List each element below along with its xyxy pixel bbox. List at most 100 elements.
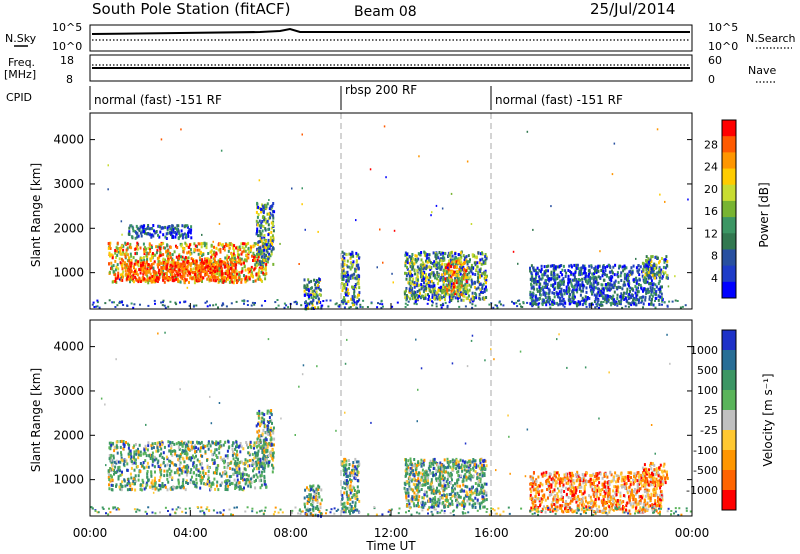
data-cell (429, 298, 432, 302)
data-cell (165, 271, 168, 275)
data-cell (616, 304, 619, 307)
data-cell (564, 274, 567, 278)
data-cell (187, 234, 190, 238)
data-cell (619, 295, 622, 298)
data-cell (226, 479, 229, 482)
data-cell (132, 479, 135, 483)
data-cell (663, 258, 666, 262)
data-cell (192, 305, 195, 308)
data-cell (121, 252, 124, 256)
data-cell (256, 463, 258, 467)
data-cell (404, 306, 407, 308)
data-cell (264, 483, 267, 487)
data-cell (666, 264, 669, 268)
data-cell (168, 459, 170, 463)
data-cell (306, 306, 308, 310)
station-title: South Pole Station (fitACF) (92, 0, 290, 18)
data-cell (173, 486, 176, 490)
data-cell (423, 253, 426, 257)
data-cell (246, 443, 249, 447)
data-cell (109, 253, 112, 257)
data-cell (158, 273, 161, 276)
data-cell (474, 273, 477, 276)
data-cell (627, 302, 630, 304)
data-cell (269, 216, 272, 220)
data-cell (267, 433, 270, 436)
data-cell (261, 268, 263, 272)
data-cell (561, 299, 564, 303)
data-cell (259, 246, 262, 250)
data-cell (222, 260, 225, 264)
data-cell (194, 262, 197, 266)
data-cell (236, 474, 239, 478)
data-cell (344, 271, 347, 275)
data-cell (607, 298, 610, 302)
data-cell (213, 275, 216, 278)
data-cell (135, 245, 138, 248)
data-cell (219, 440, 222, 444)
data-cell (130, 258, 133, 262)
data-cell (136, 235, 139, 239)
data-cell (124, 484, 127, 488)
data-cell (151, 246, 153, 249)
data-cell (138, 268, 141, 272)
data-cell (130, 488, 132, 492)
data-cell (475, 293, 478, 297)
data-cell (582, 286, 585, 290)
data-cell (588, 306, 591, 308)
data-cell (343, 274, 346, 278)
data-cell (260, 474, 263, 478)
data-cell (550, 277, 553, 281)
data-cell (265, 485, 268, 489)
data-cell (118, 257, 121, 261)
data-cell (245, 242, 248, 246)
data-cell (231, 280, 234, 284)
data-cell (239, 248, 242, 252)
data-cell (542, 288, 545, 292)
data-cell (122, 440, 125, 443)
data-cell (592, 284, 595, 288)
data-cell (225, 305, 228, 308)
data-cell (431, 304, 434, 307)
data-cell (449, 262, 452, 266)
data-cell (531, 298, 534, 302)
data-cell (153, 455, 156, 459)
data-cell (557, 282, 560, 285)
data-cell (660, 296, 663, 300)
data-cell (158, 441, 161, 445)
data-cell (256, 430, 259, 434)
data-cell (122, 462, 125, 466)
data-cell (460, 284, 463, 288)
data-cell (422, 290, 425, 294)
data-cell (436, 253, 439, 257)
data-cell (595, 276, 598, 280)
data-cell (433, 289, 435, 293)
data-cell (180, 244, 183, 248)
data-cell (197, 267, 200, 271)
data-cell (448, 295, 451, 299)
data-cell (628, 292, 631, 296)
data-cell (271, 463, 273, 467)
data-cell (538, 290, 541, 293)
data-cell (235, 443, 238, 447)
data-cell (481, 272, 484, 276)
data-cell (264, 445, 267, 449)
data-cell (235, 445, 237, 449)
data-cell (642, 302, 645, 306)
data-cell (171, 461, 174, 465)
data-cell (193, 456, 196, 460)
data-cell (454, 273, 457, 277)
noise-left-tick-bottom: 10^0 (52, 40, 82, 53)
data-cell (178, 256, 181, 260)
data-cell (662, 265, 665, 269)
data-cell (205, 246, 208, 250)
data-cell (247, 246, 250, 250)
data-cell (666, 273, 669, 277)
data-cell (270, 249, 273, 253)
data-cell (264, 240, 267, 243)
data-cell (543, 281, 546, 285)
data-cell (585, 273, 588, 277)
data-cell (303, 284, 306, 288)
data-cell (114, 465, 117, 469)
data-cell (594, 298, 597, 302)
